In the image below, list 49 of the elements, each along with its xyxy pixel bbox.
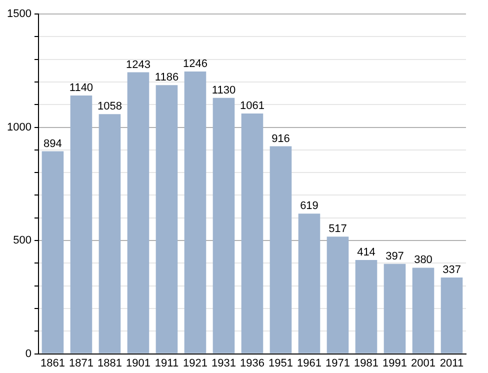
- bar: [70, 96, 92, 354]
- data-label: 397: [386, 250, 404, 262]
- data-label: 1140: [69, 82, 94, 94]
- data-label: 1246: [182, 58, 208, 70]
- y-tick-label: 1500: [6, 8, 32, 20]
- y-tick-label: 1000: [6, 121, 32, 134]
- bar: [241, 113, 264, 354]
- data-label: 1130: [212, 84, 236, 96]
- bar: [440, 277, 463, 354]
- x-tick-label: 1861: [40, 357, 65, 370]
- data-label: 619: [300, 200, 318, 212]
- y-tick-label: 0: [25, 348, 32, 360]
- x-tick-label: 1971: [326, 357, 350, 370]
- data-label: 1058: [97, 100, 122, 113]
- x-tick-label: 1951: [268, 357, 293, 370]
- bar: [98, 114, 121, 354]
- data-label: 1243: [126, 58, 150, 71]
- x-tick-label: 1961: [296, 357, 322, 370]
- bar: [270, 146, 292, 354]
- bar: [184, 72, 206, 354]
- data-label: 1061: [240, 100, 264, 112]
- data-label: 894: [44, 138, 62, 150]
- bar: [298, 214, 320, 354]
- x-tick-label: 1921: [182, 357, 208, 370]
- data-label: 414: [357, 246, 376, 259]
- x-tick-label: 1901: [126, 357, 150, 370]
- data-label: 380: [414, 254, 432, 266]
- bar: [156, 85, 178, 354]
- x-tick-label: 1936: [240, 357, 264, 370]
- x-tick-label: 1911: [154, 357, 179, 370]
- data-label: 916: [272, 132, 290, 145]
- x-tick-label: 1931: [211, 357, 236, 370]
- bar: [384, 264, 406, 354]
- bar: [42, 151, 64, 354]
- y-tick-label: 500: [13, 234, 32, 247]
- x-tick-label: 1881: [97, 357, 122, 370]
- bar: [212, 98, 235, 354]
- data-label: 517: [328, 223, 347, 236]
- x-tick-label: 2001: [411, 357, 436, 370]
- x-tick-label: 1871: [68, 357, 94, 370]
- bar: [127, 72, 150, 354]
- data-label: 337: [442, 264, 461, 276]
- bar: [355, 260, 378, 354]
- bar: [412, 268, 434, 354]
- bar: [326, 236, 349, 354]
- data-label: 1186: [154, 72, 179, 84]
- x-tick-label: 2011: [440, 357, 464, 370]
- x-tick-label: 1991: [382, 357, 407, 370]
- x-tick-label: 1981: [354, 357, 378, 370]
